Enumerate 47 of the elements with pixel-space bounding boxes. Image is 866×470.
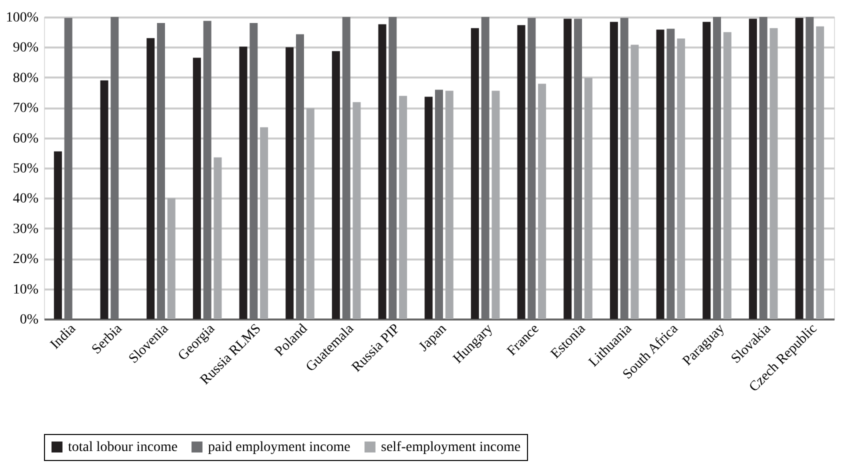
bar xyxy=(584,78,592,319)
y-tick-label: 30% xyxy=(12,222,39,237)
bar xyxy=(167,198,176,319)
x-tick-label: India xyxy=(48,320,80,352)
y-tick-label: 100% xyxy=(6,10,39,26)
bar xyxy=(54,151,62,319)
bar xyxy=(399,96,408,319)
bar xyxy=(492,90,500,319)
bar xyxy=(517,25,526,319)
bar xyxy=(748,18,757,319)
bar xyxy=(286,47,294,319)
y-tick-label: 90% xyxy=(12,40,39,56)
bar xyxy=(378,24,386,319)
bar xyxy=(214,157,222,319)
bar xyxy=(445,90,454,319)
bar xyxy=(146,38,155,319)
bar xyxy=(239,46,248,319)
legend-label: total lobour income xyxy=(68,440,178,455)
bar xyxy=(770,28,778,319)
bar xyxy=(816,26,824,319)
y-tick-label: 70% xyxy=(12,101,39,116)
bar xyxy=(470,28,479,319)
y-tick-label: 50% xyxy=(12,162,39,176)
bar xyxy=(332,51,340,319)
bar xyxy=(702,22,711,319)
bar xyxy=(610,22,618,319)
y-tick-label: 20% xyxy=(12,252,39,268)
bar xyxy=(424,96,433,319)
bar xyxy=(192,58,201,319)
bar xyxy=(538,84,546,319)
bar xyxy=(630,44,639,319)
legend-label: paid employment income xyxy=(208,440,350,455)
bar xyxy=(656,30,664,319)
legend-label: self-employment income xyxy=(381,440,521,455)
y-tick-label: 40% xyxy=(12,192,39,207)
y-tick-label: 60% xyxy=(12,131,39,146)
y-tick-label: 10% xyxy=(12,282,39,298)
bar xyxy=(260,127,268,319)
bar xyxy=(795,18,804,319)
y-tick-label: 0% xyxy=(20,312,39,328)
bar xyxy=(723,32,732,319)
bar xyxy=(306,108,314,319)
y-tick-label: 80% xyxy=(12,70,39,86)
bar xyxy=(352,102,361,319)
bar xyxy=(100,80,108,319)
bar xyxy=(564,18,572,319)
bar xyxy=(677,38,686,319)
